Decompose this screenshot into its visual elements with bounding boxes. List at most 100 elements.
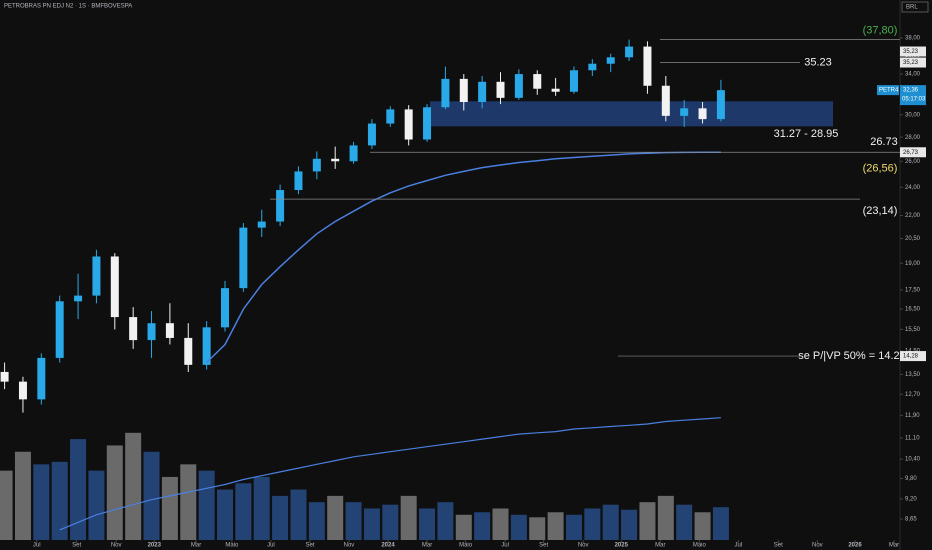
candle-body [386,109,395,124]
volume-bar [125,432,142,540]
volume-bar [510,514,527,540]
x-tick-label: Maio [693,543,707,549]
x-tick-label: Set [539,543,548,549]
price-badge-label: 26,73 [903,150,919,156]
volume-bar [712,507,729,540]
y-tick-label: 15,50 [905,327,921,333]
candle-body [716,90,725,120]
x-tick-label: Mar [889,543,899,549]
x-tick-label: Maio [225,543,239,549]
candle-body [661,85,670,116]
candle-body [221,288,229,328]
y-tick-label: 34,00 [905,72,921,78]
y-tick-label: 9,20 [905,497,917,503]
candle-body [110,256,119,318]
x-tick-label: Jul [735,543,743,549]
y-tick-label: 26,00 [905,159,921,165]
volume-bar [639,502,656,540]
x-tick-label: Nov [344,543,355,549]
candle-body [165,323,174,338]
volume-bar [419,508,436,540]
price-badge-label: 35,23 [903,60,919,66]
volume-bar [621,509,638,540]
volume-bar [198,470,215,540]
candle-body [367,123,376,146]
candle-body [423,107,432,140]
candle-body [257,221,266,228]
candle-body [294,171,303,191]
currency-box[interactable] [901,1,929,13]
candle-body [698,108,707,120]
price-badge [900,147,926,158]
x-tick-label: 2026 [848,543,862,549]
volume-bar [657,495,674,540]
candle-body [478,81,487,103]
volume-bar [363,508,380,540]
candle-body [147,323,156,341]
volume-bar [272,495,289,540]
volume-bar [437,502,454,540]
x-tick-label: Maio [459,543,473,549]
annotation: (23,14) [863,205,898,217]
currency[interactable]: BRL [906,5,918,11]
candle-body [514,74,523,98]
annotation: (26,56) [863,162,898,174]
candle-body [129,317,138,341]
volume-bar [474,512,491,540]
volume-bar [235,483,252,540]
candle-body [680,108,689,116]
volume-bar [217,489,233,540]
candle-body [588,63,597,71]
volume-bar [88,470,105,540]
candle-body [606,57,615,64]
volume-bar [0,470,13,540]
x-tick-label: Jul [501,543,509,549]
y-tick-label: 17,50 [905,288,921,294]
price-badge [900,85,926,106]
x-tick-label: Mar [655,543,665,549]
x-tick-label: Nov [578,543,589,549]
volume-bar [529,517,546,540]
candle-body [184,337,193,365]
x-tick-label: Mar [191,543,201,549]
volume-bar [51,461,68,540]
candle-body [459,78,468,103]
y-tick-label: 9,80 [905,476,917,482]
x-tick-label: Nov [812,543,823,549]
y-tick-label: 24,00 [905,185,921,191]
ticker-label: PETR4 [879,88,899,94]
x-tick-label: Set [774,543,783,549]
volume-bar [253,476,270,540]
volume-bar [14,451,31,540]
y-tick-label: 28,00 [905,135,921,141]
candle-body [625,46,634,58]
volume-bar [308,502,325,540]
y-tick-label: 20,50 [905,236,921,242]
price-badge-label: 14,28 [903,354,919,360]
candle-body [551,88,560,92]
candle-body [441,78,450,108]
volume-bar [143,451,160,540]
x-tick-label: Set [72,543,81,549]
y-tick-label: 13,50 [905,372,921,378]
y-tick-label: 30,00 [905,112,921,118]
candle-body [0,371,9,382]
candle-body [496,81,505,98]
price-badge [900,46,926,57]
volume-bar [70,439,87,540]
price-ma-line [206,151,721,364]
volume-bar [382,504,399,540]
y-tick-label: 10,40 [905,457,921,463]
y-tick-label: 11,90 [905,413,920,419]
candle-body [276,190,285,222]
annotation: 35.23 [804,56,832,68]
x-tick-label: 2025 [615,543,629,549]
y-tick-label: 38,00 [905,35,921,41]
volume-bar [33,464,50,540]
candle-body [239,227,248,289]
candle-body [55,301,64,358]
volume-bar [290,489,307,540]
chart-title: PETROBRAS PN EDJ N2 · 1S · BMFBOVESPA [4,4,132,10]
